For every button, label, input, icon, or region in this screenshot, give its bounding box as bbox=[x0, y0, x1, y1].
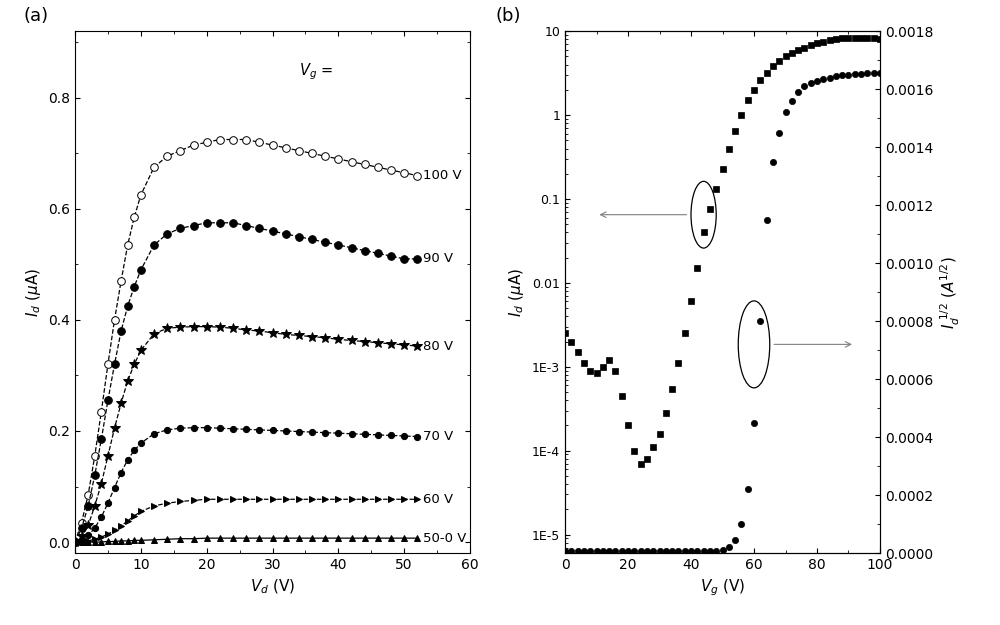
Text: 50-0 V: 50-0 V bbox=[423, 532, 466, 544]
Text: 70 V: 70 V bbox=[423, 430, 453, 443]
Text: 90 V: 90 V bbox=[423, 253, 453, 266]
Text: $V_g$ =: $V_g$ = bbox=[299, 62, 333, 82]
X-axis label: $V_d$ (V): $V_d$ (V) bbox=[250, 578, 295, 596]
Text: (a): (a) bbox=[24, 7, 49, 25]
Text: 100 V: 100 V bbox=[423, 169, 461, 182]
Y-axis label: $I_d$ ($\mu$A): $I_d$ ($\mu$A) bbox=[24, 268, 43, 317]
X-axis label: $V_g$ (V): $V_g$ (V) bbox=[700, 578, 745, 598]
Text: (b): (b) bbox=[496, 7, 521, 25]
Text: 60 V: 60 V bbox=[423, 492, 453, 506]
Y-axis label: $I_d^{\ 1/2}$ ($A^{1/2}$): $I_d^{\ 1/2}$ ($A^{1/2}$) bbox=[939, 256, 962, 329]
Y-axis label: $I_d$ ($\mu$A): $I_d$ ($\mu$A) bbox=[507, 268, 526, 317]
Text: 80 V: 80 V bbox=[423, 339, 453, 352]
